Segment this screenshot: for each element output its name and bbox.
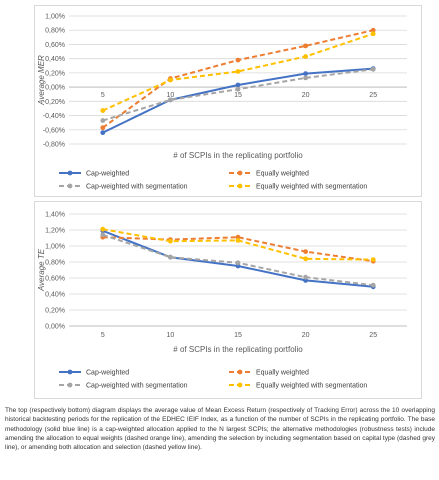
y-tick-label: 0,60% [45,42,65,49]
data-point-3 [235,69,241,74]
legend-marker-3 [237,183,243,189]
legend-marker-2 [67,382,73,388]
x-axis-title: # of SCPIs in the replicating portfolio [173,345,303,354]
y-tick-label: -0,80% [43,142,65,149]
legend-marker-1 [237,369,243,375]
x-tick-label: 25 [369,92,377,99]
te-chart-panel: 0,00% 0,20% 0,40% 0,60% 0,80% 1,00% 1,20% 1,40%… [34,201,422,399]
data-point-3 [100,226,106,232]
legend-label-3: Equally weighted with segmentation [256,383,367,390]
x-tick-label: 5 [101,92,105,99]
legend-label-0: Cap-weighted [86,370,129,377]
y-tick-label: 1,00% [45,14,65,21]
y-tick-label: 1,00% [45,244,65,251]
y-tick-label: 1,20% [45,228,65,235]
y-tick-label: 0,60% [45,276,65,283]
data-point-2 [235,260,241,266]
y-tick-label: -0,40% [43,113,65,120]
legend-label-0: Cap-weighted [86,171,129,178]
figure-caption: The top (respectively bottom) diagram di… [5,407,435,452]
data-point-3 [370,31,376,37]
data-point-3 [100,108,106,113]
series-line-1 [102,236,374,263]
mer-line-chart: -0,80% -0,60% -0,40% -0,20% 0,00% 0,20% 0,40% 0… [37,14,407,191]
y-tick-label: 1,40% [45,212,65,219]
x-tick-label: 25 [369,332,377,339]
data-point-2 [100,232,106,238]
data-point-2 [100,118,106,123]
data-point-3 [168,77,173,83]
data-point-2 [303,274,308,280]
data-point-2 [168,254,173,260]
y-tick-label: -0,20% [43,99,65,106]
data-point-1 [100,125,106,131]
x-tick-label: 15 [234,332,242,339]
legend-marker-0 [67,170,73,176]
x-axis-title: # of SCPIs in the replicating portfolio [173,151,303,160]
y-tick-label: 0,00% [45,324,65,331]
legend-label-1: Equally weighted [256,171,309,178]
data-point-0 [303,71,308,76]
y-tick-label: -0,60% [43,127,65,134]
data-point-3 [303,256,308,262]
legend-label-2: Cap-weighted with segmentation [86,184,188,191]
legend-marker-2 [67,183,73,189]
x-tick-label: 15 [234,92,242,99]
y-tick-label: 0,80% [45,260,65,267]
legend-marker-3 [237,382,243,388]
data-point-1 [370,27,376,33]
x-tick-label: 20 [302,92,310,99]
y-axis-title: Average MER [37,55,46,106]
y-tick-label: 0,80% [45,28,65,35]
x-tick-label: 10 [167,92,175,99]
data-point-0 [100,130,106,136]
series-line-3 [102,32,374,112]
data-point-3 [303,54,308,59]
legend-label-2: Cap-weighted with segmentation [86,383,188,390]
legend-label-3: Equally weighted with segmentation [256,184,367,191]
legend-marker-1 [237,170,243,176]
te-line-chart: 0,00% 0,20% 0,40% 0,60% 0,80% 1,00% 1,20% 1,40%… [37,212,407,390]
series-line-0 [102,67,374,134]
y-tick-label: 0,00% [45,85,65,92]
x-tick-label: 10 [167,332,175,339]
y-tick-label: 0,40% [45,292,65,299]
data-point-1 [303,249,308,254]
y-axis-title: Average TE [37,248,46,292]
legend-label-1: Equally weighted [256,370,309,377]
data-point-3 [370,257,376,262]
legend-marker-0 [67,369,73,375]
data-point-3 [235,238,241,243]
data-point-2 [370,282,376,288]
data-point-1 [303,43,308,49]
x-tick-label: 20 [302,332,310,339]
data-point-2 [168,97,173,103]
data-point-1 [235,57,241,63]
x-tick-label: 5 [101,332,105,339]
y-tick-label: 0,40% [45,56,65,63]
data-point-2 [370,66,376,72]
data-point-0 [235,82,241,88]
y-tick-label: 0,20% [45,70,65,77]
data-point-2 [235,86,241,92]
data-point-3 [168,238,173,244]
data-point-2 [303,75,308,81]
mer-chart-panel: -0,80% -0,60% -0,40% -0,20% 0,00% 0,20% 0,40% 0… [34,5,422,197]
y-tick-label: 0,20% [45,308,65,315]
series-line-3 [102,228,374,261]
